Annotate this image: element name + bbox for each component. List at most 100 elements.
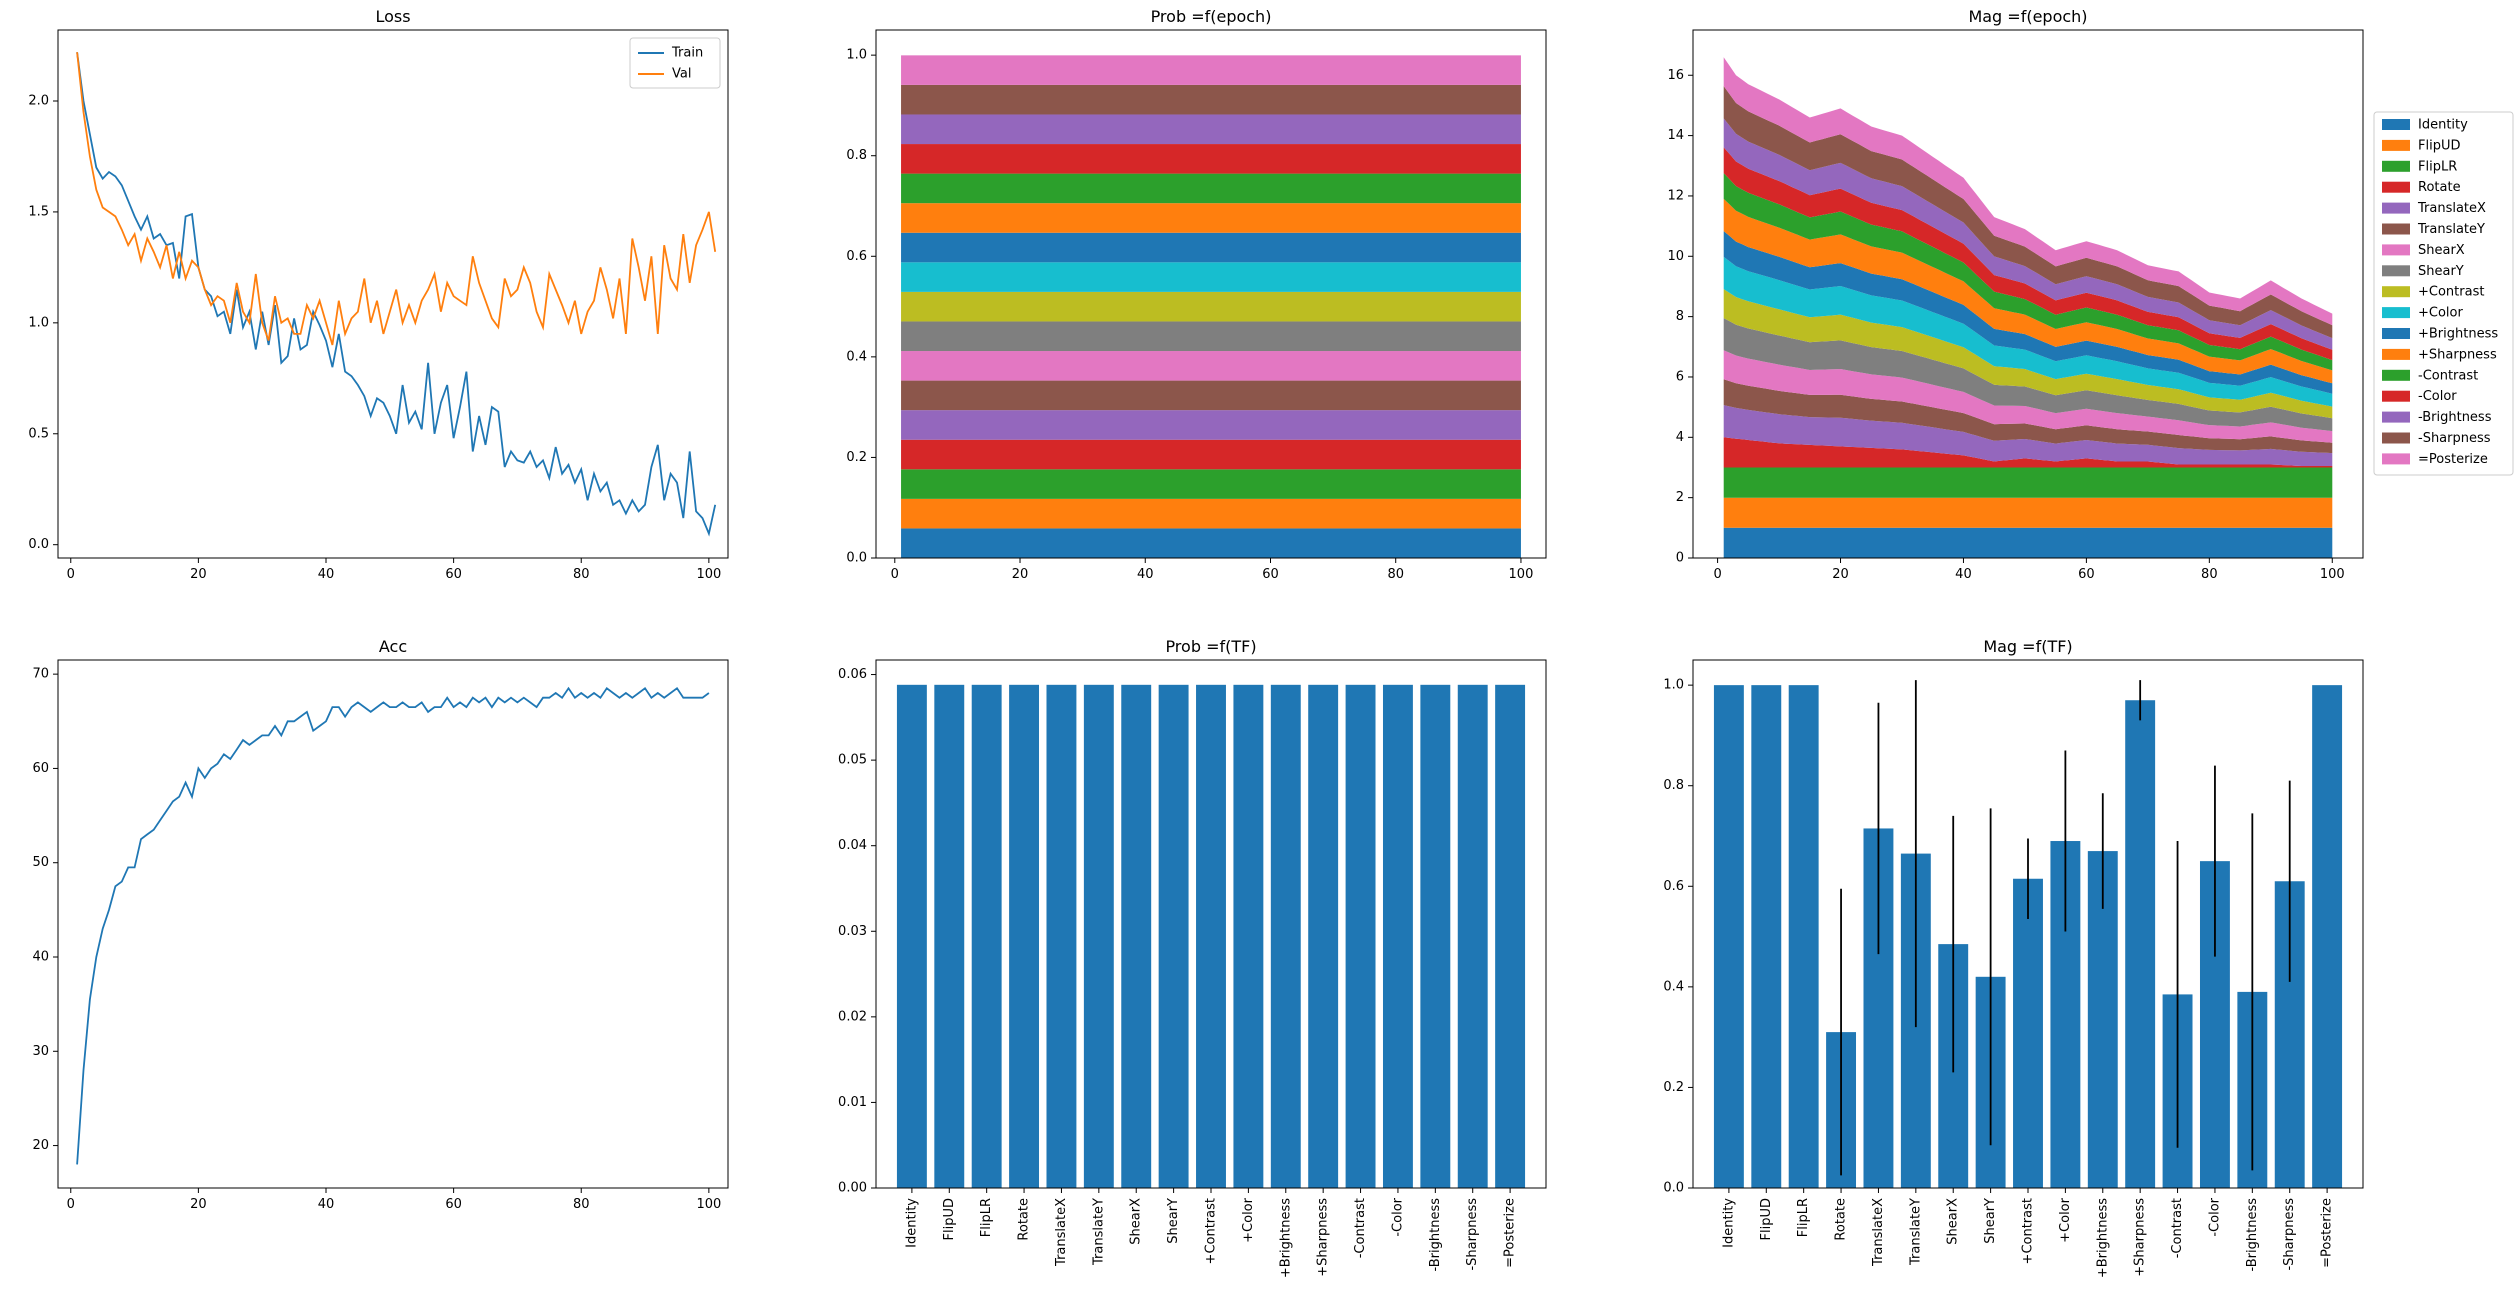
x-tick-label: -Contrast <box>1353 1198 1368 1258</box>
x-tick-label: ShearY <box>1166 1198 1181 1244</box>
stack-area <box>1723 527 2333 558</box>
x-tick-label: -Color <box>2207 1197 2222 1236</box>
series-line-acc <box>76 686 710 1165</box>
x-tick-label: 40 <box>318 1197 335 1212</box>
bar-flipud <box>1751 685 1782 1188</box>
legend-swatch <box>2382 390 2410 402</box>
chart-title: Mag =f(epoch) <box>1968 7 2087 26</box>
x-tick-label: Identity <box>1721 1198 1736 1248</box>
x-tick-label: 20 <box>190 1197 207 1212</box>
y-tick-label: 40 <box>32 950 49 965</box>
x-tick-label: +Brightness <box>2095 1198 2110 1278</box>
stack-band <box>901 351 1521 381</box>
legend-label: TranslateY <box>2417 222 2485 237</box>
stack-band <box>901 232 1521 263</box>
y-tick-label: 30 <box>32 1044 49 1059</box>
legend-swatch <box>2382 411 2410 423</box>
x-tick-label: 0 <box>67 567 75 582</box>
x-tick-label: 60 <box>2078 567 2095 582</box>
y-tick-label: 1.5 <box>28 204 49 219</box>
bar-+contrast <box>2013 878 2043 1188</box>
chart-mag-epoch: Mag =f(epoch) 0 2 4 6 8 10 12 14 16 0 20 40 60 80 100 Id… <box>1667 7 2514 582</box>
y-tick-label: 0.8 <box>846 148 867 163</box>
stack-band <box>901 262 1521 292</box>
legend: Identity FlipUD FlipLR Rotate TranslateX Tran… <box>2373 111 2514 476</box>
x-tick-label: 20 <box>1012 567 1029 582</box>
y-tick-label: 0.0 <box>1663 1181 1684 1196</box>
x-tick-label: 0 <box>1713 567 1721 582</box>
stack-band <box>901 173 1521 204</box>
legend-swatch <box>2382 453 2410 465</box>
stack-area <box>1723 256 2333 407</box>
x-tick-label: Rotate <box>1834 1198 1849 1241</box>
stack-area <box>1723 405 2333 466</box>
stack-band <box>901 439 1521 470</box>
stack-band <box>901 498 1521 529</box>
x-tick-label: -Sharpness <box>2282 1198 2297 1271</box>
stack-band <box>901 84 1521 115</box>
y-tick-label: 0.0 <box>846 551 867 566</box>
x-tick-label: 60 <box>445 567 462 582</box>
bar-+color <box>1233 684 1264 1188</box>
x-tick-label: -Sharpness <box>1465 1198 1480 1271</box>
y-tick-label: 60 <box>32 761 49 776</box>
legend-label: ShearY <box>2418 264 2464 279</box>
y-tick-label: 0.06 <box>838 667 867 682</box>
chart-mag-tf: Mag =f(TF) 0.0 0.2 0.4 0.6 0.8 1.0 Identity Flip… <box>1663 637 2364 1278</box>
chart-prob-tf: Prob =f(TF) 0.00 0.01 0.02 0.03 0.04 0.05 0.06 I… <box>838 637 1547 1278</box>
x-tick-label: TranslateX <box>1054 1198 1069 1267</box>
y-tick-label: 0.02 <box>838 1009 867 1024</box>
y-tick-label: 10 <box>1667 249 1684 264</box>
bar-translatex <box>1046 684 1077 1188</box>
chart-title: Prob =f(epoch) <box>1151 7 1272 26</box>
bar-shearx <box>1121 684 1152 1188</box>
legend-label: -Sharpness <box>2418 431 2491 446</box>
x-tick-label: 40 <box>318 567 335 582</box>
legend-swatch <box>2382 223 2410 235</box>
y-tick-label: 0.2 <box>846 450 867 465</box>
chart-prob-epoch: Prob =f(epoch) 0.0 0.2 0.4 0.6 0.8 1.0 0 20 40 60 8… <box>846 7 1547 582</box>
stack-band <box>901 55 1521 85</box>
x-tick-label: ShearY <box>1983 1198 1998 1244</box>
x-tick-label: ShearX <box>1946 1198 1961 1245</box>
bar-+contrast <box>1196 684 1226 1188</box>
legend-label: =Posterize <box>2418 452 2488 467</box>
legend-swatch <box>2382 265 2410 277</box>
legend-swatch <box>2382 119 2410 130</box>
legend-label: FlipUD <box>2418 138 2460 153</box>
x-tick-label: FlipUD <box>942 1198 957 1240</box>
bar-sheary <box>1158 684 1189 1188</box>
x-tick-label: 20 <box>190 567 207 582</box>
y-tick-label: 0.01 <box>838 1095 867 1110</box>
x-tick-label: 0 <box>67 1197 75 1212</box>
axes-frame <box>1692 29 2364 559</box>
y-tick-label: 50 <box>32 855 49 870</box>
bar-+brightness <box>1270 684 1301 1188</box>
legend-swatch <box>2382 244 2410 256</box>
bar--contrast <box>1345 684 1376 1188</box>
y-tick-label: 0.4 <box>846 349 867 364</box>
bar--brightness <box>1420 684 1451 1188</box>
y-tick-label: 0.2 <box>1663 1080 1684 1095</box>
x-tick-label: FlipUD <box>1759 1198 1774 1240</box>
y-tick-label: 12 <box>1667 188 1684 203</box>
x-tick-label: =Posterize <box>1503 1198 1518 1268</box>
legend-label: Identity <box>2418 118 2468 133</box>
y-tick-label: 0 <box>1676 551 1684 566</box>
stack-area <box>1723 379 2333 454</box>
x-tick-label: -Contrast <box>2170 1198 2185 1258</box>
y-tick-label: 0.03 <box>838 924 867 939</box>
y-tick-label: 0.5 <box>28 426 49 441</box>
x-tick-label: 60 <box>1262 567 1279 582</box>
legend-label: +Color <box>2418 306 2463 321</box>
y-tick-label: 0.6 <box>846 249 867 264</box>
x-tick-label: TranslateY <box>1908 1198 1923 1266</box>
chart-title: Mag =f(TF) <box>1983 637 2072 656</box>
x-tick-label: +Sharpness <box>2133 1198 2148 1277</box>
y-tick-label: 2.0 <box>28 93 49 108</box>
legend-swatch <box>2382 202 2410 214</box>
stack-band <box>901 321 1521 352</box>
x-tick-label: 80 <box>573 567 590 582</box>
x-tick-label: +Contrast <box>2021 1198 2036 1264</box>
x-tick-label: 100 <box>1509 567 1534 582</box>
